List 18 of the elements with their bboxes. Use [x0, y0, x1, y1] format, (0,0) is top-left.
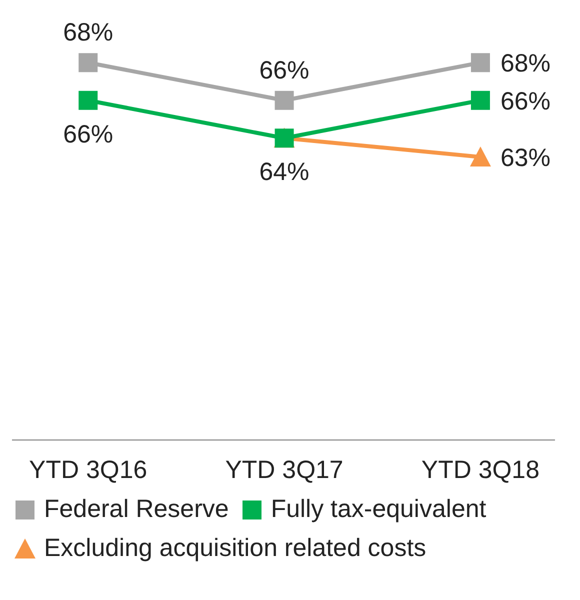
data-label: 66%	[259, 56, 310, 84]
legend-label: Excluding acquisition related costs	[44, 534, 426, 563]
data-label: 68%	[500, 50, 550, 78]
data-label: 66%	[63, 120, 114, 148]
data-label: 66%	[500, 87, 550, 116]
point	[470, 90, 490, 110]
point	[274, 90, 294, 110]
data-label: 64%	[259, 158, 310, 186]
point	[470, 53, 490, 72]
point	[78, 90, 98, 110]
data-label: 63%	[500, 144, 550, 172]
x-tick-label: YTD 3Q17	[225, 456, 344, 484]
data-label: 68%	[63, 18, 114, 47]
legend-label: Federal Reserve	[44, 495, 229, 524]
x-tick-label: YTD 3Q16	[29, 456, 148, 484]
legend-label: Fully tax-equivalent	[270, 495, 486, 524]
x-tick-label: YTD 3Q18	[421, 456, 540, 484]
point	[78, 53, 98, 72]
